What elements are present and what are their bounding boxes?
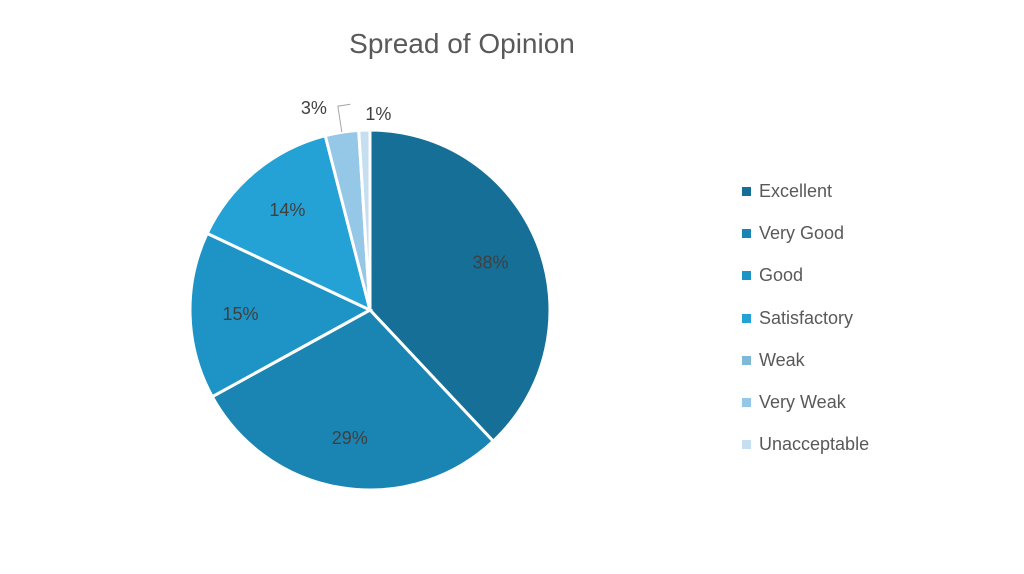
legend-label-weak: Weak xyxy=(759,349,805,370)
pie-slices xyxy=(188,128,552,492)
data-label-excellent: 38% xyxy=(472,252,508,272)
legend-item-very-good: Very Good xyxy=(742,212,869,254)
legend-swatch-very-weak xyxy=(742,398,751,408)
legend-item-satisfactory: Satisfactory xyxy=(742,297,869,339)
legend-label-very-weak: Very Weak xyxy=(759,392,846,413)
data-label-good: 15% xyxy=(222,304,258,324)
legend: Excellent Very Good Good Satisfactory Weak Ve… xyxy=(742,170,869,466)
legend-swatch-good xyxy=(742,271,751,281)
pie-data-labels: 38% 29% 15% 14% 3% 1% xyxy=(222,98,508,448)
legend-swatch-excellent xyxy=(742,186,751,196)
legend-label-very-good: Very Good xyxy=(759,222,845,243)
legend-swatch-unacceptable xyxy=(742,440,751,450)
legend-item-good: Good xyxy=(742,255,869,297)
pie-slice-satisfactory xyxy=(205,133,373,313)
legend-label-good: Good xyxy=(759,265,804,286)
pie-slice-very-good xyxy=(210,308,496,492)
chart-title: Spread of Opinion xyxy=(349,28,575,59)
data-label-very-good: 29% xyxy=(332,428,368,448)
legend-label-satisfactory: Satisfactory xyxy=(759,307,854,328)
legend-item-weak: Weak xyxy=(742,339,869,381)
legend-item-unacceptable: Unacceptable xyxy=(742,424,869,466)
legend-swatch-weak xyxy=(742,355,751,365)
data-label-satisfactory: 14% xyxy=(269,200,305,220)
legend-swatch-satisfactory xyxy=(742,313,751,323)
legend-item-excellent: Excellent xyxy=(742,170,869,212)
data-label-unacceptable: 1% xyxy=(365,104,391,124)
legend-label-unacceptable: Unacceptable xyxy=(759,434,870,455)
pie-slice-excellent xyxy=(368,128,552,444)
legend-label-excellent: Excellent xyxy=(759,180,833,201)
legend-item-very-weak: Very Weak xyxy=(742,381,869,423)
data-label-very-weak: 3% xyxy=(301,98,327,118)
legend-swatch-very-good xyxy=(742,228,751,238)
pie-slice-unacceptable xyxy=(357,128,372,311)
leader-line-very-weak xyxy=(337,103,351,133)
pie-slice-good xyxy=(188,231,374,399)
